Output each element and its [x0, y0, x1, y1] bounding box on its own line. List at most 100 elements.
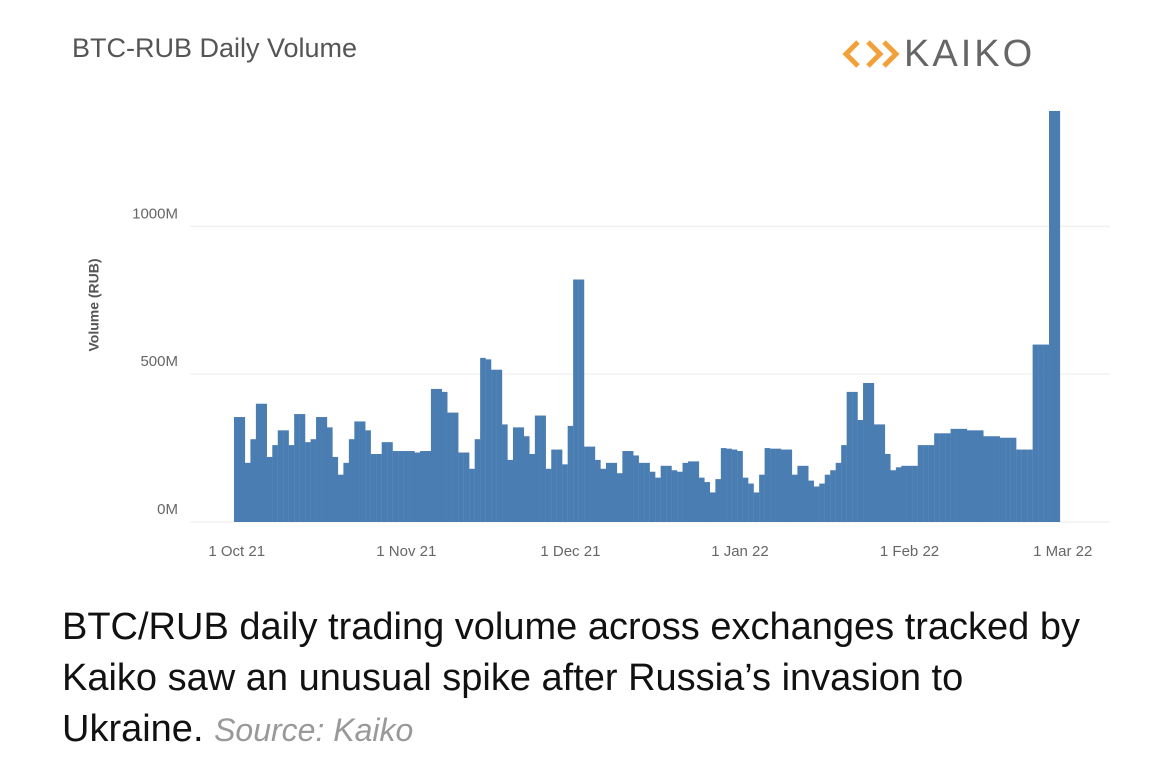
bar: [414, 452, 421, 522]
bar: [939, 433, 946, 522]
bar: [841, 445, 847, 522]
bar: [474, 439, 481, 522]
bar: [846, 391, 853, 522]
bar: [419, 451, 426, 522]
bar: [977, 430, 984, 522]
bar: [857, 419, 864, 522]
bar: [824, 474, 831, 522]
bar: [529, 453, 535, 522]
brand-logo: KAIKO: [842, 33, 1032, 75]
bar: [392, 451, 399, 522]
bar: [709, 492, 716, 522]
x-tick-label: 1 Jan 22: [711, 543, 769, 560]
bar: [649, 471, 656, 522]
x-tick-label: 1 Oct 21: [208, 543, 265, 560]
bar: [255, 403, 262, 522]
bar: [715, 479, 721, 522]
bar: [277, 430, 284, 522]
bar: [458, 452, 464, 522]
bar: [430, 388, 437, 522]
bar: [1021, 449, 1028, 522]
bar: [945, 433, 951, 522]
bar: [753, 492, 760, 522]
bar: [693, 461, 700, 522]
bar: [403, 451, 410, 522]
bar: [502, 424, 508, 522]
bar: [244, 462, 251, 522]
logo-icon: [882, 40, 900, 68]
bar: [398, 451, 404, 522]
bar: [261, 403, 267, 522]
bar: [966, 430, 973, 522]
bar: [633, 455, 639, 522]
bar: [912, 465, 918, 522]
bar: [578, 279, 585, 522]
bar: [961, 428, 968, 522]
bar: [288, 445, 295, 522]
bar: [452, 412, 459, 522]
bar: [359, 421, 366, 522]
bar: [682, 462, 689, 522]
bar: [567, 425, 574, 522]
bar: [923, 445, 929, 522]
bar: [283, 430, 289, 522]
bar: [441, 391, 448, 522]
bar: [868, 383, 875, 522]
bar: [316, 417, 322, 522]
bar: [556, 449, 563, 522]
bar: [775, 448, 782, 522]
bar: [720, 448, 727, 522]
bar: [523, 436, 530, 522]
bar: [589, 446, 596, 522]
bar: [884, 453, 891, 522]
bar: [496, 369, 503, 522]
bar: [507, 459, 514, 522]
bar: [863, 383, 869, 522]
caption-text: BTC/RUB daily trading volume across exch…: [62, 606, 1081, 750]
caption-source: Source: Kaiko: [214, 712, 414, 748]
bar: [819, 483, 825, 522]
bar: [972, 430, 979, 522]
bar: [791, 474, 798, 522]
bar: [436, 388, 443, 522]
bar: [294, 414, 300, 522]
bar: [764, 448, 771, 522]
chart: BTC-RUB Daily Volume KAIKO Volume (RUB) …: [72, 33, 1110, 560]
bar: [447, 412, 453, 522]
bar: [688, 461, 694, 522]
bar: [852, 391, 858, 522]
logo-icon: [842, 40, 884, 68]
bar: [956, 428, 962, 522]
bar: [901, 465, 907, 522]
bar: [600, 468, 607, 522]
bar: [343, 462, 350, 522]
bar: [1027, 449, 1033, 522]
bar: [540, 415, 546, 522]
y-tick-label: 500M: [140, 353, 178, 370]
bar: [321, 417, 328, 522]
bar: [1032, 344, 1039, 522]
bar: [512, 427, 519, 522]
bar: [485, 359, 492, 522]
bar: [797, 465, 804, 522]
x-tick-label: 1 Mar 22: [1033, 543, 1092, 560]
bar: [332, 456, 339, 522]
bar: [348, 439, 355, 522]
bar: [737, 451, 743, 522]
bar: [310, 439, 317, 522]
bar: [480, 357, 486, 522]
bar: [370, 453, 377, 522]
bar: [835, 462, 842, 522]
bar: [409, 451, 415, 522]
bar: [873, 424, 880, 522]
caption: BTC/RUB daily trading volume across exch…: [62, 602, 1112, 756]
bar: [726, 448, 732, 522]
bar: [994, 436, 1000, 522]
bar: [239, 417, 246, 522]
bar: [611, 462, 618, 522]
bar: [1054, 110, 1061, 522]
bar: [895, 467, 902, 522]
bar: [677, 471, 683, 522]
bar: [622, 451, 628, 522]
